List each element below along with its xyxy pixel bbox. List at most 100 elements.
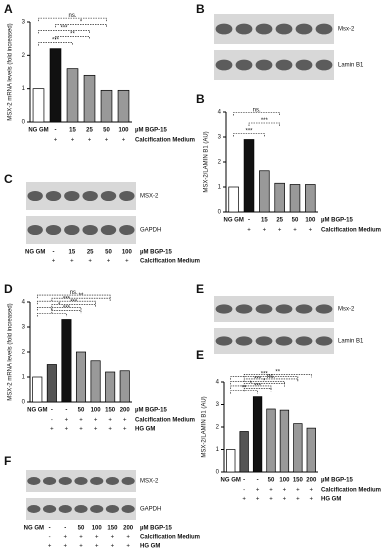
sig-label: ns. [267,374,275,380]
band-label: GAPDH [140,228,161,234]
y-tick-label: 4 [216,380,220,386]
row-mark: + [50,427,54,433]
sig-label: *** [52,38,60,44]
lane-label: 200 [123,526,134,532]
sig-label: ** [242,386,247,392]
bar [252,396,263,473]
x-tick-label: NG GM [27,408,47,414]
sig-bracket [243,387,272,392]
sig-label: ns. [253,108,261,114]
y-tick-label: 4 [218,110,222,116]
bar [66,68,79,123]
row-mark: + [94,418,98,424]
blot-band [315,336,333,346]
lane-axis-label: µM BGP-15 [140,526,172,532]
lane-label: 25 [87,250,94,256]
blot-band [235,304,253,314]
panel-label: C [4,172,13,186]
sig-label: ns. [68,13,76,19]
lane-label: - [49,526,51,532]
bar [289,184,301,213]
lane-label: NG GM [24,526,44,532]
sig-label: *** [70,299,78,305]
row-mark: + [64,544,68,550]
x-tick-label: 200 [306,478,317,484]
row-label: HG GM [321,497,341,503]
blot-strip [26,216,136,244]
bar [119,370,130,403]
y-tick-label: 1 [22,86,26,92]
blot-band [27,505,41,513]
sig-bracket [230,385,272,389]
blot-band [105,505,120,513]
y-tick-label: 3 [218,135,222,141]
y-tick-label: 2 [22,53,26,59]
category-label: µM BGP-15 [135,408,167,414]
blot-band [74,477,88,485]
blot-band [27,477,41,485]
y-tick-label: 2 [218,160,222,166]
row-mark: + [79,427,83,433]
sig-label: *** [63,306,71,312]
row-mark: + [79,544,83,550]
band-label: Lamin B1 [338,339,364,345]
bar [305,184,316,213]
row-mark: + [122,138,126,144]
blot-band [275,304,293,314]
y-axis-label: MSX-2/LAMIN B1 (AU) [204,131,210,192]
category-label: µM BGP-15 [135,128,167,134]
blot-strip [26,182,136,210]
row-mark: + [54,138,58,144]
row-mark: + [283,497,287,503]
sig-label: *** [261,372,269,378]
sig-bracket [36,307,82,311]
bar [46,364,57,403]
bar [259,170,270,213]
y-tick-label: 1 [218,185,222,191]
row-mark: + [256,488,260,494]
blot-band [295,23,313,35]
row-mark: + [293,228,297,234]
x-tick-label: - [65,408,67,414]
lane-label: 150 [107,526,118,532]
blot-band [315,304,333,314]
lane-label: - [53,250,55,256]
row-mark: + [247,228,251,234]
blot-band [100,190,117,202]
bar [239,431,249,473]
panel-label: B [196,2,205,16]
bar [228,186,239,213]
row-mark: + [296,488,300,494]
x-tick-label: 100 [305,218,316,224]
x-tick-label: 100 [118,128,129,134]
lane-label: 50 [78,526,85,532]
blot-band [119,190,135,202]
row-mark: + [111,544,115,550]
x-tick-label: 15 [261,218,268,224]
blot-band [255,304,273,314]
y-tick-label: 2 [22,350,26,356]
row-mark: + [126,535,130,541]
y-tick-label: 0 [218,210,222,216]
y-tick-label: 1 [216,447,220,453]
blot-band [215,304,233,314]
row-mark: + [108,427,112,433]
y-tick-label: 0 [216,470,220,476]
y-tick-label: 2 [216,425,220,431]
blot-band [58,477,72,485]
blot-band [27,190,43,202]
panel-label: E [196,282,204,296]
row-mark: + [256,497,260,503]
row-mark: + [107,259,111,265]
blot-band [215,59,233,71]
bar [266,408,276,473]
row-mark: + [64,535,68,541]
bar [226,449,236,473]
blot-band [255,23,273,35]
sig-bracket [243,383,285,387]
bar [32,376,43,403]
band-label: MSX-2 [140,479,159,485]
blot-band [275,336,293,346]
blot-band [119,224,135,236]
